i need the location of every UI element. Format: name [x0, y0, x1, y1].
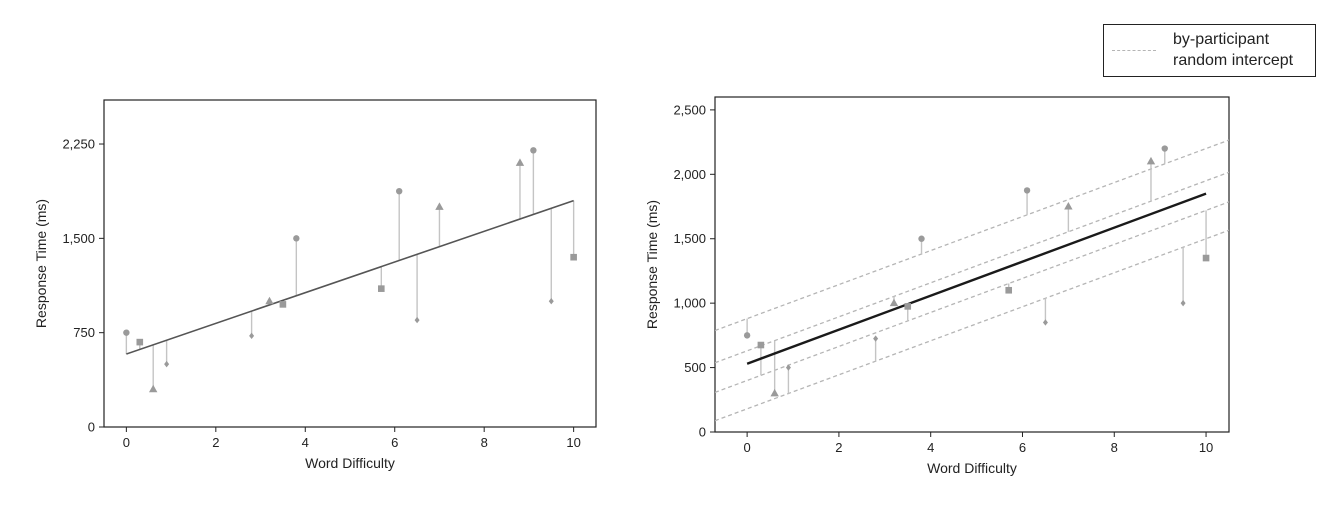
x-tick-label: 2	[835, 440, 842, 455]
x-tick-label: 4	[302, 435, 309, 450]
point-triangle	[149, 384, 158, 393]
random-intercept-line-triangle	[715, 171, 1229, 364]
point-diamond	[1042, 319, 1048, 326]
point-triangle	[770, 388, 779, 397]
point-diamond	[414, 316, 420, 324]
point-square	[136, 338, 144, 346]
point-triangle	[265, 296, 274, 305]
y-tick-label: 500	[684, 360, 706, 375]
x-tick-label: 2	[212, 435, 219, 450]
y-tick-label: 2,500	[673, 102, 706, 117]
point-diamond	[548, 298, 554, 305]
point-triangle	[515, 158, 525, 166]
point-square	[570, 253, 577, 261]
point-circle	[530, 147, 537, 154]
point-square	[1005, 286, 1013, 294]
legend-swatch-dashed-line	[1112, 50, 1156, 51]
point-circle	[396, 187, 403, 195]
x-tick-label: 6	[1019, 440, 1026, 455]
point-triangle	[1146, 156, 1156, 165]
point-diamond	[249, 332, 255, 340]
point-diamond	[873, 335, 879, 342]
x-tick-label: 10	[1199, 440, 1213, 455]
plot-area	[125, 150, 575, 390]
plot-frame	[714, 96, 1230, 433]
x-tick-label: 10	[566, 435, 580, 450]
plot-area	[715, 139, 1229, 422]
random-intercept-line-diamond	[715, 229, 1229, 422]
point-diamond	[785, 364, 791, 371]
point-circle	[293, 235, 300, 242]
legend: by-participant random intercept	[1103, 24, 1316, 77]
x-axis-label: Word Difficulty	[305, 455, 395, 471]
point-diamond	[1180, 299, 1186, 307]
point-square	[757, 341, 765, 349]
x-axis-label: Word Difficulty	[927, 460, 1017, 476]
x-tick-label: 4	[927, 440, 934, 455]
point-square	[1202, 254, 1210, 262]
x-tick-label: 8	[1111, 440, 1118, 455]
plot-frame	[103, 99, 597, 428]
random-intercept-line-square	[715, 201, 1229, 393]
x-tick-label: 0	[744, 440, 751, 455]
point-triangle	[435, 202, 444, 210]
point-circle	[1023, 187, 1031, 194]
chart-random-intercepts: 0 2 4 6 8 10 0 500 1,000 1,500 2,000 2,500 Word Diff…	[644, 96, 1230, 476]
y-tick-label: 2,250	[62, 137, 95, 152]
point-circle	[918, 235, 925, 242]
point-circle	[743, 332, 751, 339]
y-tick-label: 2,000	[673, 167, 706, 182]
fit-line	[746, 192, 1207, 365]
y-axis-label: Response Time (ms)	[33, 199, 49, 328]
point-square	[279, 301, 287, 308]
y-tick-label: 1,500	[673, 231, 706, 246]
point-triangle	[1064, 202, 1073, 210]
point-square	[904, 303, 912, 310]
y-tick-label: 750	[73, 325, 95, 340]
point-circle	[123, 329, 130, 336]
x-tick-label: 0	[123, 435, 130, 450]
point-triangle	[889, 298, 899, 307]
y-tick-label: 1,500	[62, 231, 95, 246]
point-square	[378, 285, 385, 292]
point-diamond	[164, 360, 170, 368]
y-tick-label: 0	[699, 425, 706, 440]
point-circle	[1161, 145, 1168, 152]
random-intercept-line-circle	[715, 139, 1229, 332]
y-tick-label: 1,000	[673, 296, 706, 311]
x-tick-label: 8	[481, 435, 488, 450]
y-tick-label: 0	[88, 420, 95, 435]
y-axis-label: Response Time (ms)	[644, 200, 660, 329]
fit-line	[126, 199, 574, 355]
legend-label: by-participant random intercept	[1173, 31, 1294, 69]
x-tick-label: 6	[391, 435, 398, 450]
chart-fixed-effects: 0 2 4 6 8 10 0 750 1,500 2,250 Word Difficulty Resp…	[33, 99, 597, 471]
